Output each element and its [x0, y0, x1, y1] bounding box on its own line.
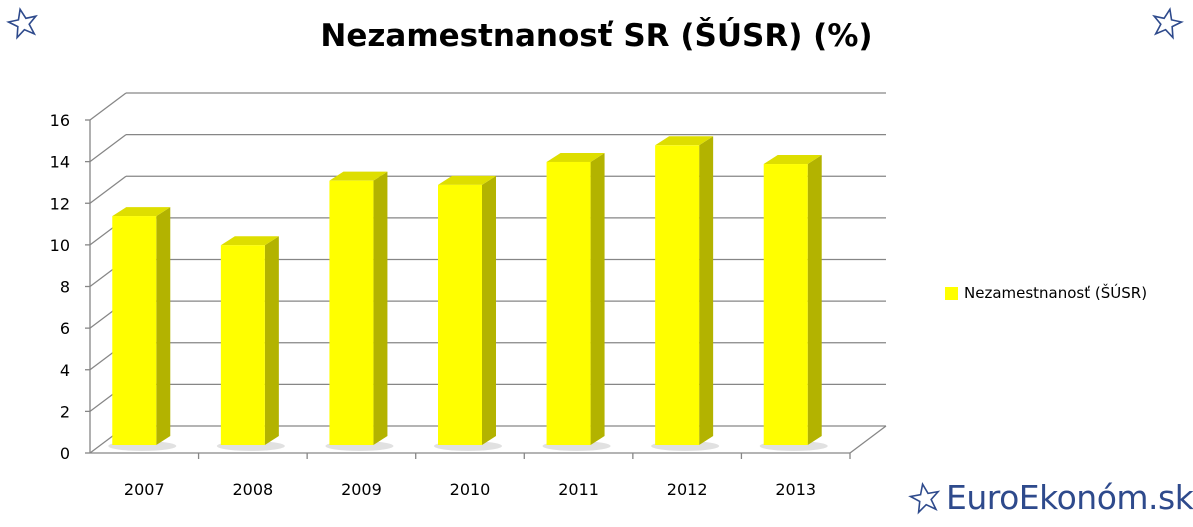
bar [220, 245, 265, 445]
bar-top [220, 236, 279, 246]
bar-top [763, 155, 822, 165]
legend: Nezamestnanosť (ŠÚSR) [945, 284, 1147, 302]
x-tick-label: 2013 [775, 480, 816, 499]
bar [329, 180, 374, 445]
gridline-depth [89, 134, 127, 163]
y-tick-label: 8 [60, 278, 70, 297]
x-tick-label: 2012 [667, 480, 708, 499]
gridline-depth [89, 92, 127, 121]
bar-top [546, 152, 605, 162]
bar-top [655, 136, 714, 146]
legend-swatch [945, 286, 958, 300]
y-tick-label: 10 [50, 236, 70, 255]
floor-edge [849, 425, 887, 454]
bar [438, 184, 482, 445]
chart-title: Nezamestnanosť SR (ŠÚSR) (%) [320, 18, 873, 54]
bar-top [438, 175, 496, 185]
bar-side [590, 152, 605, 445]
bar-side [373, 171, 388, 445]
bar-side [264, 236, 279, 445]
x-tick-label: 2011 [558, 480, 599, 499]
star-outline-icon [6, 7, 38, 40]
y-tick-label: 12 [50, 194, 70, 213]
bar [546, 161, 591, 445]
gridline-depth [89, 175, 127, 204]
y-tick-label: 4 [60, 361, 70, 380]
x-tick-label: 2007 [124, 480, 165, 499]
y-tick-label: 6 [60, 319, 70, 338]
bar [112, 216, 157, 445]
bar-side [699, 136, 714, 446]
y-tick-label: 2 [60, 402, 70, 421]
y-tick-label: 16 [50, 111, 70, 130]
y-tick-label: 14 [50, 153, 70, 172]
x-tick-label: 2009 [341, 480, 382, 499]
x-tick-label: 2008 [232, 480, 273, 499]
bar-side [807, 155, 822, 445]
bar-side [156, 207, 171, 445]
star-outline-icon [908, 481, 941, 515]
bar-top [112, 207, 171, 217]
brand-logo: EuroEkonóm.sk [908, 478, 1193, 517]
bar [655, 145, 700, 446]
bar-top [329, 171, 388, 181]
legend-label: Nezamestnanosť (ŠÚSR) [964, 284, 1148, 302]
bar [763, 164, 808, 445]
star-outline-icon [1152, 7, 1184, 40]
y-tick-label: 0 [60, 444, 70, 463]
bar-side [482, 175, 496, 445]
x-tick-label: 2010 [450, 480, 491, 499]
brand-text: EuroEkonóm.sk [946, 478, 1193, 517]
